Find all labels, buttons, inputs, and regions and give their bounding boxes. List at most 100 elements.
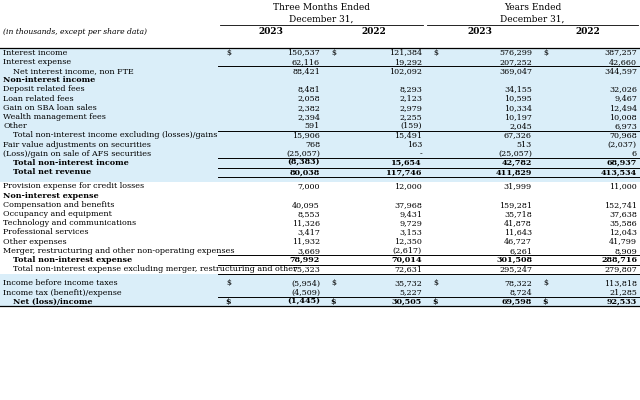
Bar bbox=[0, 131, 640, 140]
Text: 15,654: 15,654 bbox=[392, 159, 422, 167]
Text: 70,968: 70,968 bbox=[609, 131, 637, 139]
Text: 41,799: 41,799 bbox=[609, 238, 637, 246]
Text: Income tax (benefit)/expense: Income tax (benefit)/expense bbox=[3, 288, 122, 296]
Bar bbox=[0, 168, 640, 177]
Text: 387,257: 387,257 bbox=[604, 49, 637, 57]
Text: Non-interest income: Non-interest income bbox=[3, 76, 95, 84]
Text: 7,000: 7,000 bbox=[298, 182, 320, 190]
Bar bbox=[0, 66, 640, 76]
Text: 513: 513 bbox=[516, 140, 532, 148]
Text: 11,643: 11,643 bbox=[504, 228, 532, 236]
Text: 78,322: 78,322 bbox=[504, 279, 532, 287]
Text: 10,008: 10,008 bbox=[609, 113, 637, 121]
Bar bbox=[0, 237, 640, 246]
Text: 34,155: 34,155 bbox=[504, 85, 532, 93]
Text: 2023: 2023 bbox=[258, 27, 283, 36]
Text: (1,445): (1,445) bbox=[287, 298, 320, 306]
Bar bbox=[0, 209, 640, 218]
Text: $: $ bbox=[433, 298, 438, 306]
Text: 19,292: 19,292 bbox=[394, 58, 422, 66]
Text: 279,807: 279,807 bbox=[604, 265, 637, 273]
Text: 35,586: 35,586 bbox=[609, 219, 637, 227]
Text: 152,741: 152,741 bbox=[604, 201, 637, 209]
Text: Net interest income, non FTE: Net interest income, non FTE bbox=[13, 67, 134, 75]
Text: 37,638: 37,638 bbox=[609, 210, 637, 218]
Bar bbox=[0, 112, 640, 122]
Text: 42,660: 42,660 bbox=[609, 58, 637, 66]
Bar bbox=[0, 140, 640, 149]
Text: 150,537: 150,537 bbox=[287, 49, 320, 57]
Bar bbox=[0, 149, 640, 158]
Text: 113,818: 113,818 bbox=[604, 279, 637, 287]
Text: Fair value adjustments on securities: Fair value adjustments on securities bbox=[3, 140, 151, 148]
Bar bbox=[0, 218, 640, 228]
Text: 2023: 2023 bbox=[467, 27, 493, 36]
Text: 2,045: 2,045 bbox=[509, 122, 532, 130]
Text: Three Months Ended: Three Months Ended bbox=[273, 3, 370, 12]
Text: $: $ bbox=[226, 49, 231, 57]
Text: 344,597: 344,597 bbox=[604, 67, 637, 75]
Text: Other: Other bbox=[3, 122, 27, 130]
Text: Total net revenue: Total net revenue bbox=[13, 168, 91, 176]
Text: 46,727: 46,727 bbox=[504, 238, 532, 246]
Text: (4,509): (4,509) bbox=[291, 288, 320, 296]
Text: 80,038: 80,038 bbox=[290, 168, 320, 176]
Text: Merger, restructuring and other non-operating expenses: Merger, restructuring and other non-oper… bbox=[3, 247, 234, 255]
Text: 11,932: 11,932 bbox=[292, 238, 320, 246]
Text: 301,508: 301,508 bbox=[496, 256, 532, 264]
Text: 31,999: 31,999 bbox=[504, 182, 532, 190]
Text: 8,724: 8,724 bbox=[509, 288, 532, 296]
Text: 207,252: 207,252 bbox=[499, 58, 532, 66]
Text: 2,382: 2,382 bbox=[297, 104, 320, 112]
Text: 92,533: 92,533 bbox=[607, 298, 637, 306]
Bar bbox=[0, 182, 640, 191]
Text: 30,505: 30,505 bbox=[392, 298, 422, 306]
Text: 9,729: 9,729 bbox=[399, 219, 422, 227]
Text: 10,595: 10,595 bbox=[504, 94, 532, 102]
Bar bbox=[0, 122, 640, 131]
Text: Wealth management fees: Wealth management fees bbox=[3, 113, 106, 121]
Bar bbox=[0, 177, 640, 182]
Text: 295,247: 295,247 bbox=[499, 265, 532, 273]
Text: 37,968: 37,968 bbox=[394, 201, 422, 209]
Text: 62,116: 62,116 bbox=[292, 58, 320, 66]
Text: 12,000: 12,000 bbox=[394, 182, 422, 190]
Text: 413,534: 413,534 bbox=[601, 168, 637, 176]
Text: 369,047: 369,047 bbox=[499, 67, 532, 75]
Text: 3,153: 3,153 bbox=[399, 228, 422, 236]
Text: Professional services: Professional services bbox=[3, 228, 88, 236]
Text: 41,878: 41,878 bbox=[504, 219, 532, 227]
Text: 69,598: 69,598 bbox=[502, 298, 532, 306]
Text: Deposit related fees: Deposit related fees bbox=[3, 85, 84, 93]
Text: Provision expense for credit losses: Provision expense for credit losses bbox=[3, 182, 144, 190]
Text: 591: 591 bbox=[305, 122, 320, 130]
Text: December 31,: December 31, bbox=[289, 15, 354, 24]
Text: $: $ bbox=[543, 298, 548, 306]
Text: (2,037): (2,037) bbox=[608, 140, 637, 148]
Text: Total non-interest income excluding (losses)/gains: Total non-interest income excluding (los… bbox=[13, 131, 218, 139]
Text: $: $ bbox=[225, 298, 231, 306]
Text: 10,197: 10,197 bbox=[504, 113, 532, 121]
Text: 768: 768 bbox=[305, 140, 320, 148]
Text: 159,281: 159,281 bbox=[499, 201, 532, 209]
Bar bbox=[0, 255, 640, 264]
Text: 9,431: 9,431 bbox=[399, 210, 422, 218]
Bar bbox=[0, 191, 640, 200]
Text: 11,000: 11,000 bbox=[609, 182, 637, 190]
Text: 72,631: 72,631 bbox=[394, 265, 422, 273]
Text: Other expenses: Other expenses bbox=[3, 238, 67, 246]
Text: 2,255: 2,255 bbox=[399, 113, 422, 121]
Text: 3,669: 3,669 bbox=[297, 247, 320, 255]
Text: 88,421: 88,421 bbox=[292, 67, 320, 75]
Text: 2022: 2022 bbox=[362, 27, 387, 36]
Text: Compensation and benefits: Compensation and benefits bbox=[3, 201, 115, 209]
Text: 288,716: 288,716 bbox=[601, 256, 637, 264]
Text: (in thousands, except per share data): (in thousands, except per share data) bbox=[3, 28, 147, 36]
Text: Years Ended: Years Ended bbox=[504, 3, 561, 12]
Text: 35,732: 35,732 bbox=[394, 279, 422, 287]
Text: 67,326: 67,326 bbox=[504, 131, 532, 139]
Text: $: $ bbox=[543, 279, 548, 287]
Text: 117,746: 117,746 bbox=[386, 168, 422, 176]
Text: Occupancy and equipment: Occupancy and equipment bbox=[3, 210, 112, 218]
Text: $: $ bbox=[331, 49, 336, 57]
